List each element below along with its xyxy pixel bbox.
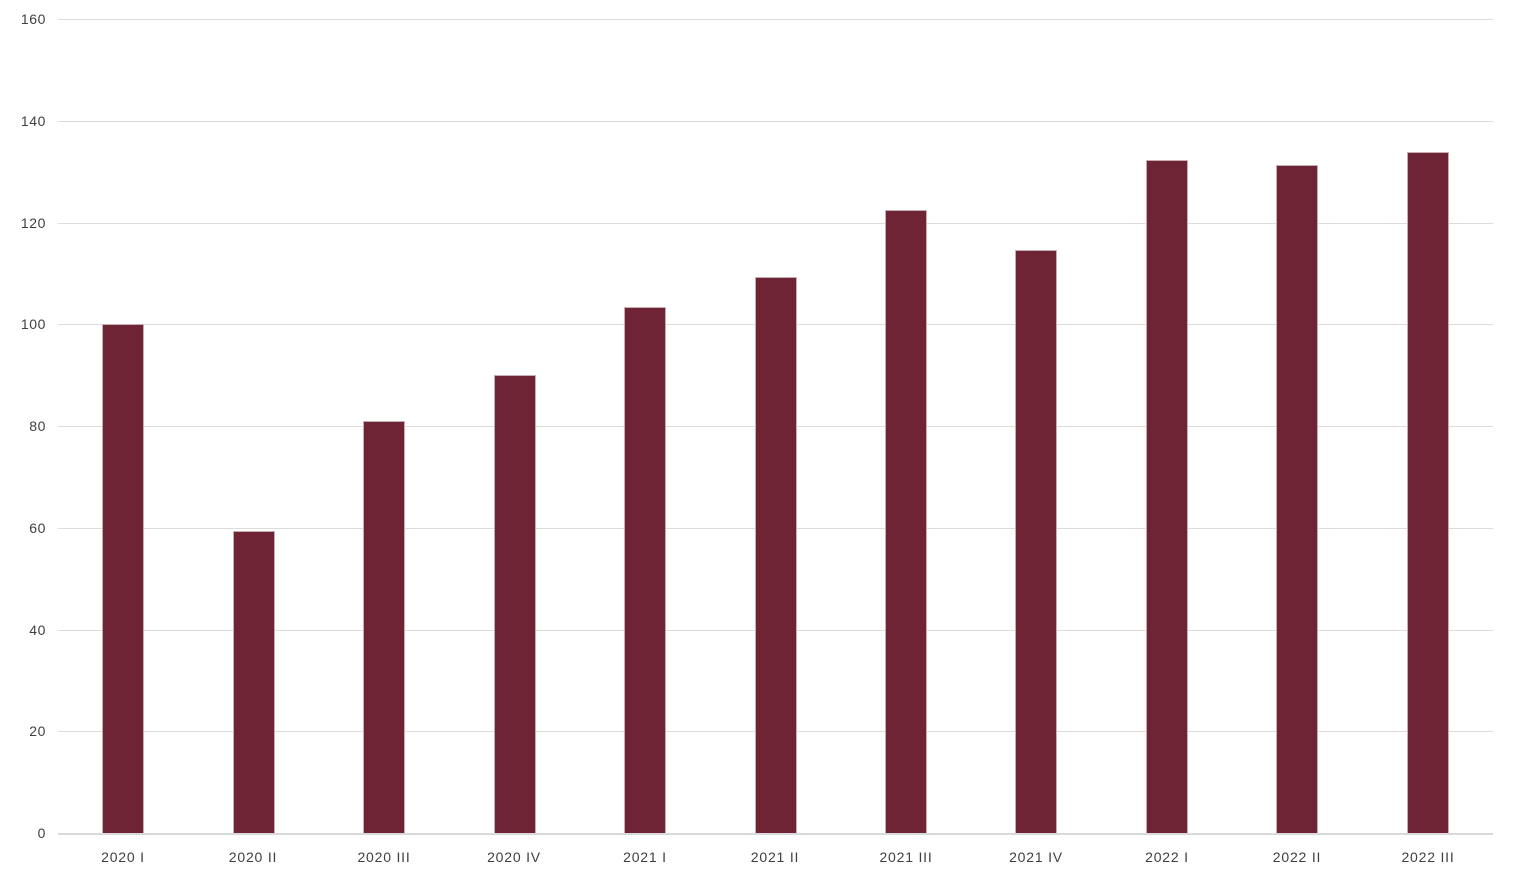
bar (1407, 152, 1449, 833)
bar (363, 421, 405, 833)
y-axis-tick-label: 60 (29, 520, 46, 536)
x-axis-category-label: 2022 II (1272, 849, 1322, 865)
y-axis-tick-label: 100 (20, 316, 46, 332)
gridline (58, 223, 1493, 224)
bar (102, 324, 144, 833)
x-axis-category-label: 2020 III (357, 849, 411, 865)
y-axis-tick-label: 20 (29, 723, 46, 739)
bar (494, 375, 536, 833)
y-axis-tick-label: 40 (29, 622, 46, 638)
y-axis-tick-label: 80 (29, 418, 46, 434)
x-axis-category-label: 2022 III (1401, 849, 1455, 865)
bar (233, 531, 275, 833)
x-axis-category-label: 2021 I (623, 849, 667, 865)
bar (624, 307, 666, 833)
x-axis-category-label: 2021 III (879, 849, 933, 865)
bar (1015, 250, 1057, 833)
gridline (58, 121, 1493, 122)
x-axis-category-label: 2020 IV (487, 849, 541, 865)
x-axis-category-label: 2020 II (228, 849, 278, 865)
x-axis-line (58, 833, 1493, 835)
x-axis-category-label: 2021 IV (1009, 849, 1063, 865)
y-axis-tick-label: 160 (20, 11, 46, 27)
bar (755, 277, 797, 833)
y-axis-tick-label: 120 (20, 215, 46, 231)
x-axis-category-label: 2020 I (101, 849, 145, 865)
bar (885, 210, 927, 833)
x-axis-category-label: 2021 II (750, 849, 800, 865)
bar (1276, 165, 1318, 833)
y-axis-tick-label: 0 (37, 825, 46, 841)
y-axis-tick-label: 140 (20, 113, 46, 129)
gridline (58, 19, 1493, 20)
x-axis-category-label: 2022 I (1145, 849, 1189, 865)
bar (1146, 160, 1188, 833)
